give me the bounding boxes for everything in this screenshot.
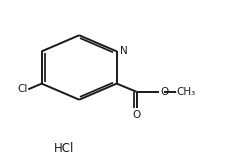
Text: Cl: Cl bbox=[17, 84, 27, 94]
Text: N: N bbox=[119, 46, 127, 56]
Text: HCl: HCl bbox=[53, 142, 74, 155]
Text: O: O bbox=[161, 87, 169, 97]
Text: CH₃: CH₃ bbox=[176, 87, 196, 97]
Text: O: O bbox=[133, 110, 141, 120]
